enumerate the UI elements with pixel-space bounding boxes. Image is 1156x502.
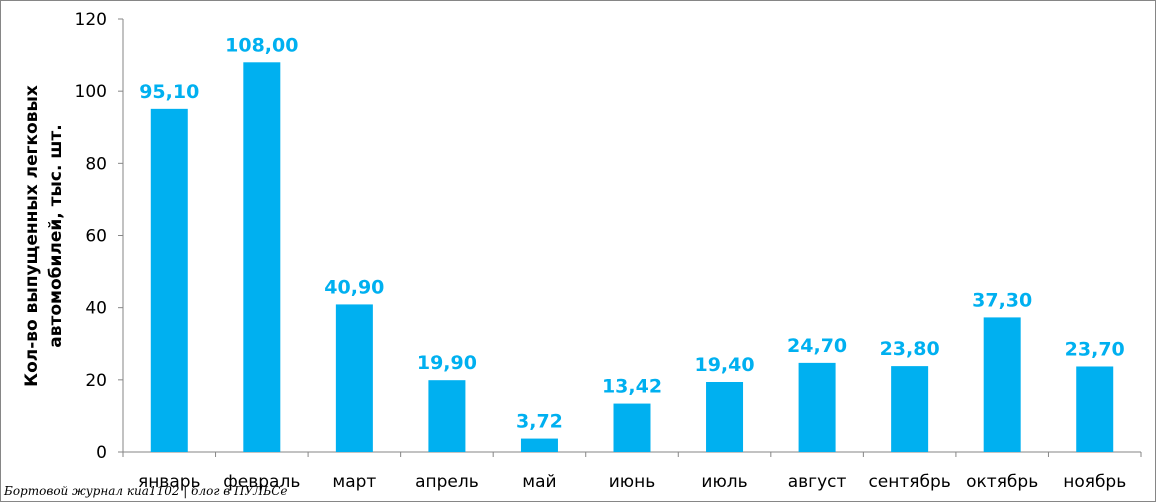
data-labels: 95,10 108,00 40,90 19,90 3,72 13,42 19,40 24,70… xyxy=(139,34,1125,432)
data-label: 3,72 xyxy=(516,411,563,433)
watermark-text: Бортовой журнал киа1102 | блог в ПУЛЬСе xyxy=(4,484,288,498)
bar xyxy=(243,62,281,453)
x-category-label: январь xyxy=(138,472,201,492)
data-label: 19,40 xyxy=(694,354,754,376)
bar xyxy=(891,366,929,452)
y-tick-label: 60 xyxy=(85,227,107,247)
x-category-label: апрель xyxy=(415,472,479,492)
bar xyxy=(1076,366,1114,452)
y-tick-label: 40 xyxy=(85,299,107,319)
bar xyxy=(706,381,744,452)
x-category-label: сентябрь xyxy=(868,472,950,492)
y-tick-label: 0 xyxy=(96,443,107,463)
x-category-label: июль xyxy=(701,472,747,492)
x-category-label: февраль xyxy=(223,472,300,492)
bar xyxy=(428,380,466,452)
y-tick-label: 80 xyxy=(85,154,107,174)
x-category-label: март xyxy=(332,472,376,492)
x-category-label: июнь xyxy=(609,472,656,492)
x-category-label: май xyxy=(522,472,556,492)
data-label: 23,80 xyxy=(880,338,940,360)
data-label: 19,90 xyxy=(417,352,477,374)
bar xyxy=(150,108,188,452)
data-label: 95,10 xyxy=(139,81,199,103)
bar xyxy=(520,438,558,452)
data-label: 40,90 xyxy=(324,276,384,298)
data-label: 24,70 xyxy=(787,335,847,357)
y-axis: 0 20 40 60 80 100 120 xyxy=(75,10,124,463)
bar xyxy=(798,362,836,452)
y-axis-title-line: Кол-во выпущенных легковых xyxy=(22,85,42,387)
bar xyxy=(613,403,651,452)
y-tick-label: 100 xyxy=(75,82,107,102)
data-label: 13,42 xyxy=(602,376,662,398)
y-tick-label: 120 xyxy=(75,10,107,30)
data-label: 37,30 xyxy=(972,289,1032,311)
x-category-label: октябрь xyxy=(966,472,1038,492)
data-label: 23,70 xyxy=(1065,338,1125,360)
x-category-label: август xyxy=(788,472,847,492)
y-tick-label: 20 xyxy=(85,371,107,391)
bar-series xyxy=(150,62,1114,453)
bar xyxy=(983,317,1021,452)
x-category-label: ноябрь xyxy=(1063,472,1126,492)
y-axis-title: Кол-во выпущенных легковых автомобилей, т… xyxy=(22,85,66,387)
bar xyxy=(335,304,373,452)
data-label: 108,00 xyxy=(225,34,298,56)
y-axis-title-line: автомобилей, тыс. шт. xyxy=(46,124,66,347)
